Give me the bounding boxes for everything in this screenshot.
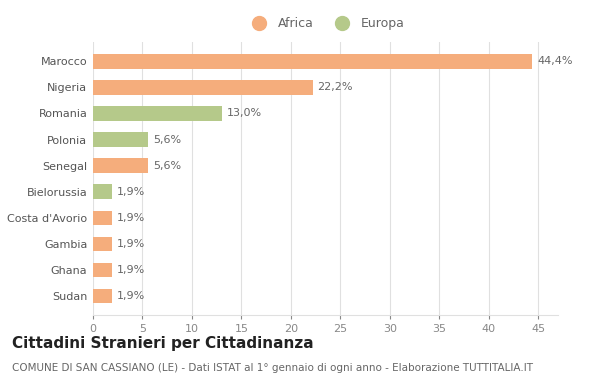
Text: 1,9%: 1,9%	[117, 239, 145, 249]
Bar	[93, 106, 221, 121]
Text: 22,2%: 22,2%	[317, 82, 353, 92]
Bar	[93, 158, 148, 173]
Legend: Africa, Europa: Africa, Europa	[247, 17, 404, 30]
Text: 5,6%: 5,6%	[154, 161, 181, 171]
Text: 1,9%: 1,9%	[117, 265, 145, 275]
Bar	[93, 236, 112, 251]
Text: 13,0%: 13,0%	[227, 108, 262, 119]
Bar	[93, 80, 313, 95]
Text: COMUNE DI SAN CASSIANO (LE) - Dati ISTAT al 1° gennaio di ogni anno - Elaborazio: COMUNE DI SAN CASSIANO (LE) - Dati ISTAT…	[12, 363, 533, 373]
Bar	[93, 132, 148, 147]
Bar	[93, 211, 112, 225]
Text: 44,4%: 44,4%	[537, 56, 573, 66]
Bar	[93, 54, 532, 68]
Bar	[93, 184, 112, 199]
Text: 1,9%: 1,9%	[117, 213, 145, 223]
Text: 1,9%: 1,9%	[117, 187, 145, 196]
Bar	[93, 263, 112, 277]
Text: 5,6%: 5,6%	[154, 135, 181, 144]
Text: 1,9%: 1,9%	[117, 291, 145, 301]
Bar	[93, 289, 112, 303]
Text: Cittadini Stranieri per Cittadinanza: Cittadini Stranieri per Cittadinanza	[12, 336, 314, 351]
